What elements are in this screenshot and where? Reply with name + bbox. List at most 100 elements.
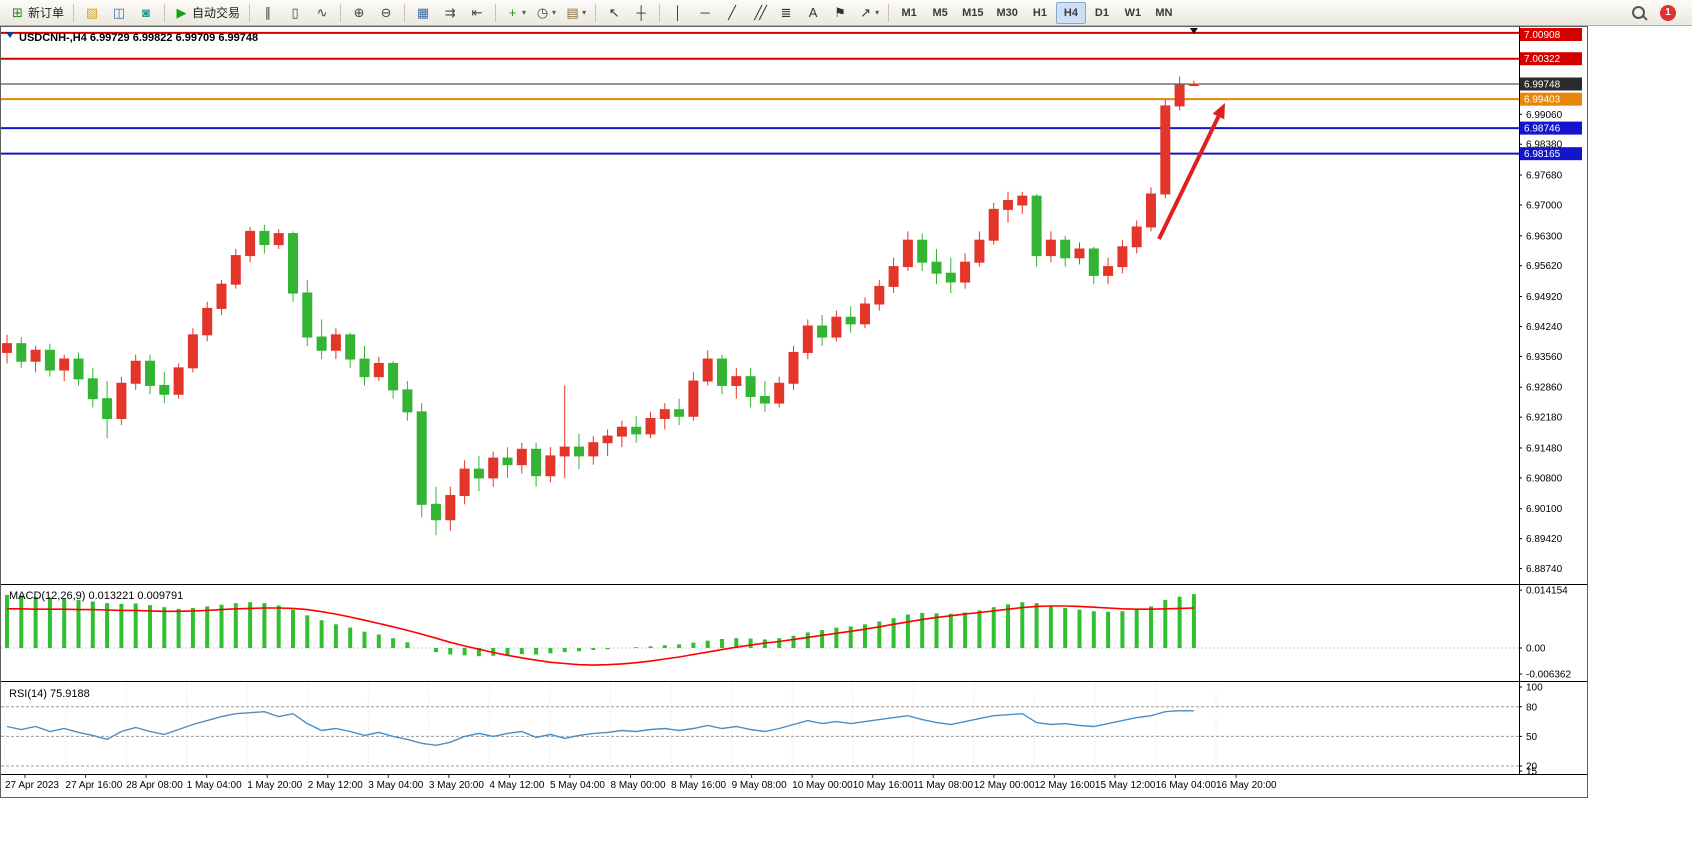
candle xyxy=(860,297,870,329)
trend-arrow[interactable] xyxy=(1157,103,1225,240)
rsi-axis-label: 20 xyxy=(1526,762,1538,773)
profiles-button[interactable]: ◙ xyxy=(133,2,159,24)
candle xyxy=(359,345,370,386)
candle xyxy=(1174,76,1185,111)
candle xyxy=(1160,99,1171,199)
candle xyxy=(902,231,913,272)
zoom-in-button[interactable]: ⊕ xyxy=(346,2,372,24)
candle xyxy=(1031,193,1042,267)
new-chart-icon: ◫ xyxy=(112,5,126,20)
time-axis-label: 8 May 00:00 xyxy=(611,780,666,791)
tf-m5-button[interactable]: M5 xyxy=(925,2,955,24)
trendline-button[interactable]: ╱ xyxy=(719,2,745,24)
new-chart-button[interactable]: ◫ xyxy=(106,2,132,24)
candle xyxy=(488,451,499,487)
toolbar-separator xyxy=(659,3,661,22)
chart-shift-button[interactable]: ⇤ xyxy=(464,2,490,24)
candle xyxy=(945,257,956,294)
templates-button[interactable]: ▤ ▾ xyxy=(561,2,590,24)
candlestick-style-button[interactable]: ▯ xyxy=(282,2,308,24)
zoom-out-button[interactable]: ⊖ xyxy=(373,2,399,24)
candle xyxy=(345,332,356,368)
channel-button[interactable]: ╱╱ xyxy=(746,2,772,24)
bar-chart-icon: ∥ xyxy=(264,5,272,20)
time-axis-label: 3 May 20:00 xyxy=(429,780,484,791)
text-label-button[interactable]: ⚑ xyxy=(827,2,853,24)
line-chart-button[interactable]: ∿ xyxy=(309,2,335,24)
tf-m15-label: M15 xyxy=(962,6,984,19)
tf-h1-button[interactable]: H1 xyxy=(1025,2,1055,24)
fibonacci-icon: ≣ xyxy=(780,5,792,20)
candlestick-style-icon: ▯ xyxy=(291,5,299,20)
candle xyxy=(1074,242,1085,265)
candle xyxy=(1017,191,1028,214)
notifications-badge[interactable]: 1 xyxy=(1660,4,1676,21)
horizontal-line-button[interactable]: ─ xyxy=(692,2,718,24)
candle xyxy=(431,486,441,536)
candle xyxy=(702,350,713,386)
text-icon: A xyxy=(808,5,818,20)
time-axis-label: 10 May 00:00 xyxy=(792,780,853,791)
svg-text:6.99748: 6.99748 xyxy=(1524,79,1561,90)
text-button[interactable]: A xyxy=(800,2,826,24)
dropdown-arrow-icon: ▾ xyxy=(582,8,587,17)
candle xyxy=(1103,257,1114,285)
candle xyxy=(116,376,127,426)
resistance-line-2-tag: 7.00322 xyxy=(1520,52,1582,66)
cursor-button[interactable]: ↖ xyxy=(601,2,627,24)
candle xyxy=(1117,240,1128,274)
arrows-button[interactable]: ↗ ▾ xyxy=(854,2,883,24)
price-axis-label: 6.92180 xyxy=(1526,413,1563,424)
tf-w1-button[interactable]: W1 xyxy=(1118,2,1148,24)
zoom-in-icon: ⊕ xyxy=(353,5,365,20)
candle xyxy=(87,367,98,408)
rsi-label: RSI(14) 75.9188 xyxy=(9,688,90,700)
tf-h4-label: H4 xyxy=(1063,6,1078,19)
chart-style-button[interactable]: ▨ xyxy=(79,2,105,24)
tf-h4-button[interactable]: H4 xyxy=(1055,1,1086,24)
candle xyxy=(502,447,513,478)
candle xyxy=(531,442,542,487)
bar-chart-button[interactable]: ∥ xyxy=(255,2,281,24)
candle xyxy=(960,253,971,289)
vertical-line-button[interactable]: │ xyxy=(665,2,691,24)
price-axis-label: 6.90100 xyxy=(1526,504,1563,515)
fibonacci-button[interactable]: ≣ xyxy=(773,2,799,24)
periods-button[interactable]: ◷ ▾ xyxy=(531,2,560,24)
auto-scroll-button[interactable]: ⇉ xyxy=(437,2,463,24)
candle xyxy=(745,367,756,408)
candlestick-chart[interactable]: 6.99060 6.98380 6.97680 6.97000 6.96300 6.956… xyxy=(1,27,1587,797)
chart-menu-icon[interactable] xyxy=(6,32,14,38)
tf-mn-button[interactable]: MN xyxy=(1149,2,1179,24)
candle xyxy=(516,442,527,474)
channel-icon: ╱╱ xyxy=(754,5,767,20)
rsi-axis-label: 100 xyxy=(1526,683,1543,694)
candle xyxy=(817,315,828,346)
tf-m15-button[interactable]: M15 xyxy=(956,2,989,24)
tf-m30-button[interactable]: M30 xyxy=(991,2,1024,24)
candle xyxy=(302,279,313,346)
autotrading-icon: ▶ xyxy=(176,5,187,20)
candle xyxy=(16,337,27,368)
indicators-button[interactable]: + ▾ xyxy=(501,2,530,24)
chart-window[interactable]: 6.99060 6.98380 6.97680 6.97000 6.96300 6.956… xyxy=(0,26,1588,798)
tile-windows-button[interactable]: ▦ xyxy=(410,2,436,24)
autotrading-button[interactable]: ▶ 自动交易 xyxy=(170,2,244,24)
candle xyxy=(330,328,341,360)
price-axis-label: 6.97680 xyxy=(1526,171,1563,182)
crosshair-button[interactable]: ┼ xyxy=(628,2,654,24)
dropdown-arrow-icon: ▾ xyxy=(552,8,557,17)
candle xyxy=(631,416,642,443)
tf-d1-button[interactable]: D1 xyxy=(1087,2,1117,24)
svg-text:6.98746: 6.98746 xyxy=(1524,124,1561,135)
toolbar-separator xyxy=(249,3,251,22)
tf-m1-button[interactable]: M1 xyxy=(894,2,924,24)
new-order-button[interactable]: ⊞ 新订单 xyxy=(6,2,68,24)
search-button[interactable] xyxy=(1625,2,1651,24)
candle xyxy=(402,381,413,421)
support-line-1-tag: 6.98746 xyxy=(1520,121,1582,135)
candle xyxy=(59,354,70,382)
toolbar-separator xyxy=(73,3,75,22)
cursor-icon: ↖ xyxy=(608,5,620,20)
